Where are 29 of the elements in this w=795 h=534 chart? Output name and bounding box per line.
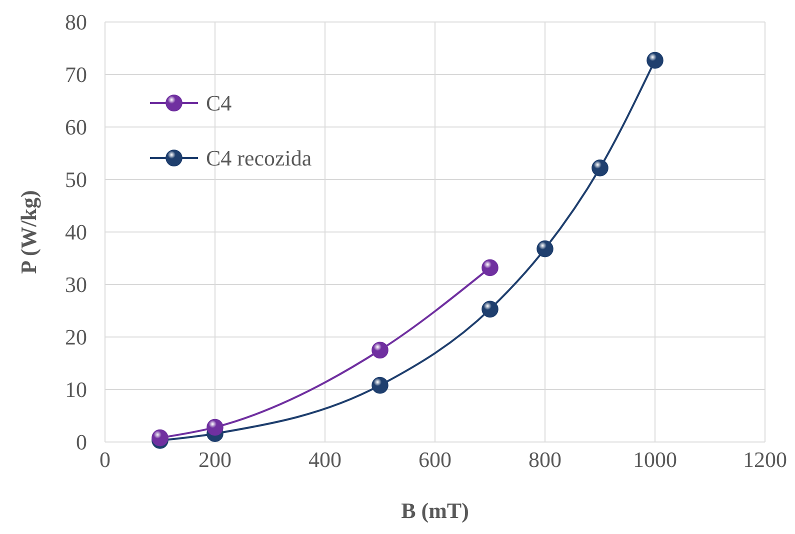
- y-axis-title: P (W/kg): [16, 190, 41, 274]
- y-tick-label: 60: [65, 114, 87, 140]
- x-tick-label: 200: [198, 447, 232, 472]
- point: [646, 52, 664, 69]
- point: [482, 259, 498, 276]
- x-tick-label: 1200: [743, 447, 787, 472]
- x-tick-label: 800: [528, 447, 562, 472]
- y-tick-label: 20: [65, 324, 87, 350]
- point: [536, 240, 554, 258]
- y-tick-label: 70: [65, 62, 87, 87]
- y-tick-label: 80: [65, 10, 87, 34]
- x-tick-label: 0: [100, 447, 110, 472]
- legend-label: C4: [206, 90, 232, 116]
- point: [372, 376, 388, 394]
- y-tick-label: 10: [65, 377, 87, 402]
- x-axis-title: B (mT): [401, 498, 469, 523]
- y-tick-label: 0: [76, 430, 87, 454]
- x-tick-label: 600: [418, 447, 452, 472]
- legend-label: C4 recozida: [206, 146, 312, 170]
- y-tick-label: 30: [65, 272, 87, 297]
- x-tick-label: 400: [308, 447, 342, 472]
- y-tick-label: 50: [65, 167, 87, 192]
- y-tick-label: 40: [65, 220, 87, 244]
- point: [152, 429, 168, 446]
- point: [206, 418, 224, 436]
- point: [592, 160, 608, 176]
- point: [482, 300, 498, 318]
- point: [372, 342, 388, 359]
- x-tick-label: 1000: [633, 447, 677, 472]
